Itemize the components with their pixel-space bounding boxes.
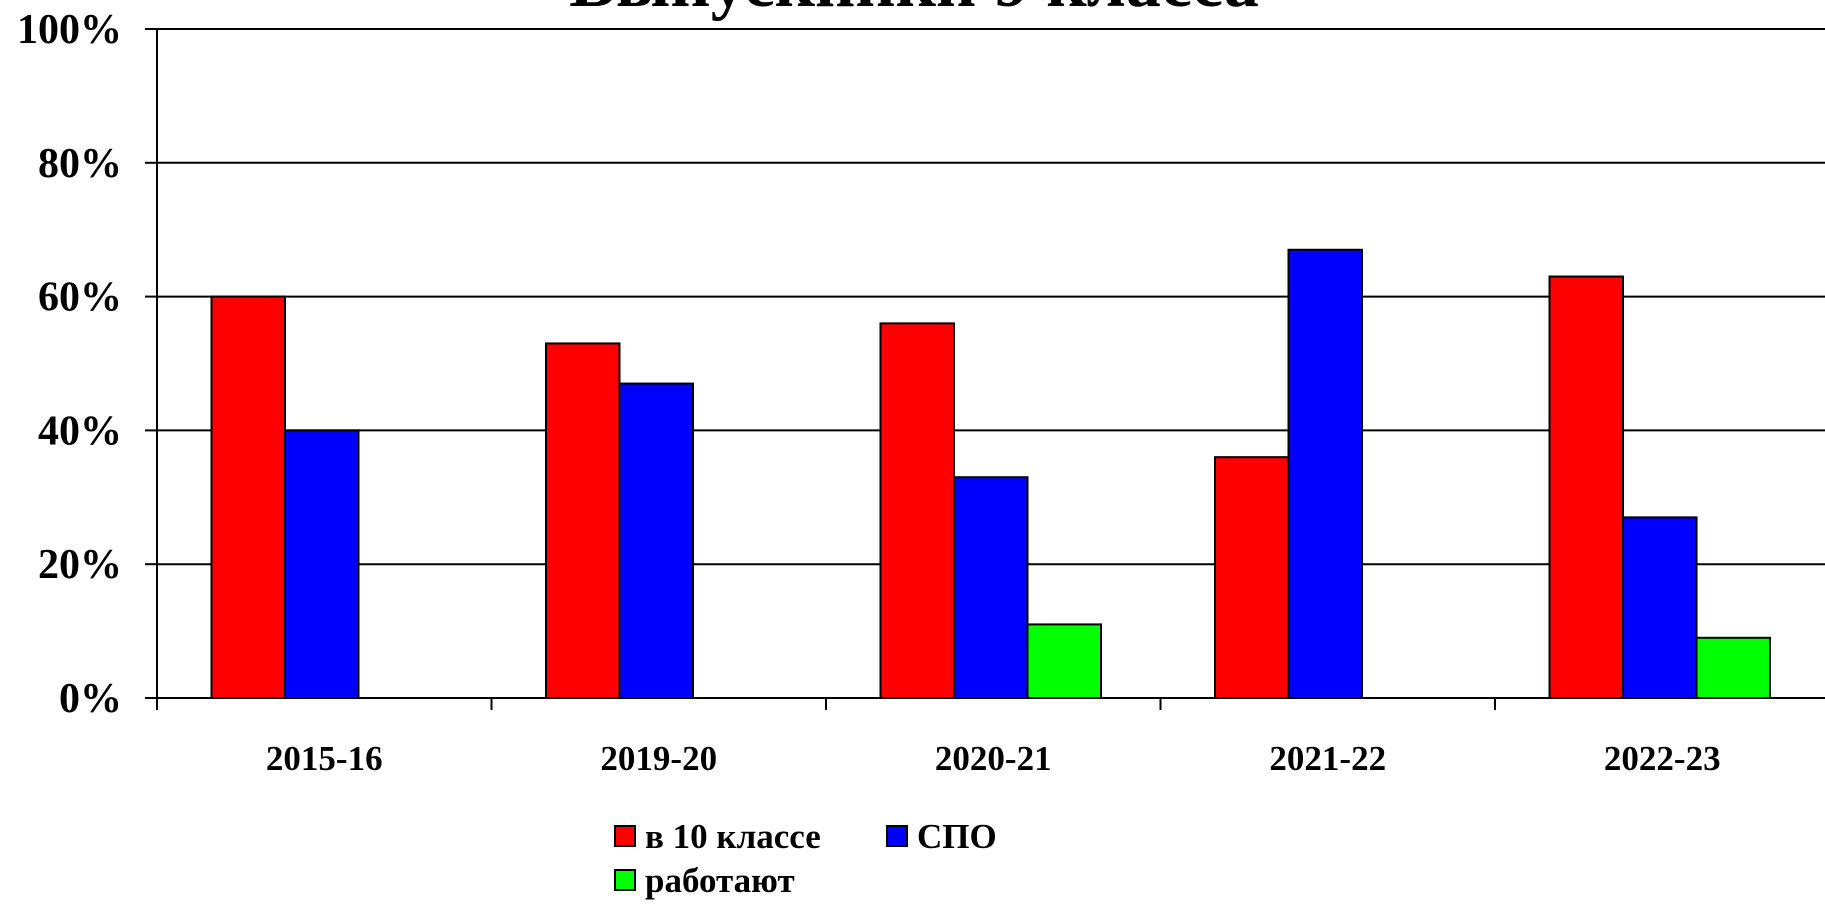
bar: [210, 295, 286, 699]
legend-label: в 10 классе: [645, 817, 821, 856]
bar: [953, 476, 1029, 700]
bar: [1214, 456, 1290, 699]
y-tick-label: 80%: [38, 141, 122, 187]
bar: [545, 342, 621, 699]
legend-label: СПО: [917, 817, 997, 856]
x-tick-label: 2019-20: [600, 739, 717, 778]
chart-title: Выпускники 9 класса: [569, 0, 1259, 22]
legend-swatch: [614, 825, 636, 847]
bar: [1026, 623, 1102, 699]
x-tick-label: 2022-23: [1604, 739, 1721, 778]
bar: [1695, 636, 1771, 699]
y-tick-label: 100%: [17, 7, 122, 53]
bar: [1622, 516, 1698, 699]
y-tick-label: 0%: [59, 676, 122, 722]
bar: [284, 429, 360, 699]
bar: [1287, 248, 1363, 700]
y-tick-label: 60%: [38, 275, 122, 321]
legend-swatch: [614, 869, 636, 891]
y-tick-label: 40%: [38, 408, 122, 454]
x-tick-label: 2020-21: [935, 739, 1052, 778]
bar: [1548, 275, 1624, 699]
legend-label: работают: [645, 861, 795, 900]
bar: [618, 382, 694, 699]
legend-swatch: [886, 825, 908, 847]
bar: [879, 322, 955, 699]
y-tick-label: 20%: [38, 542, 122, 588]
x-tick-label: 2021-22: [1269, 739, 1386, 778]
x-tick-label: 2015-16: [266, 739, 383, 778]
